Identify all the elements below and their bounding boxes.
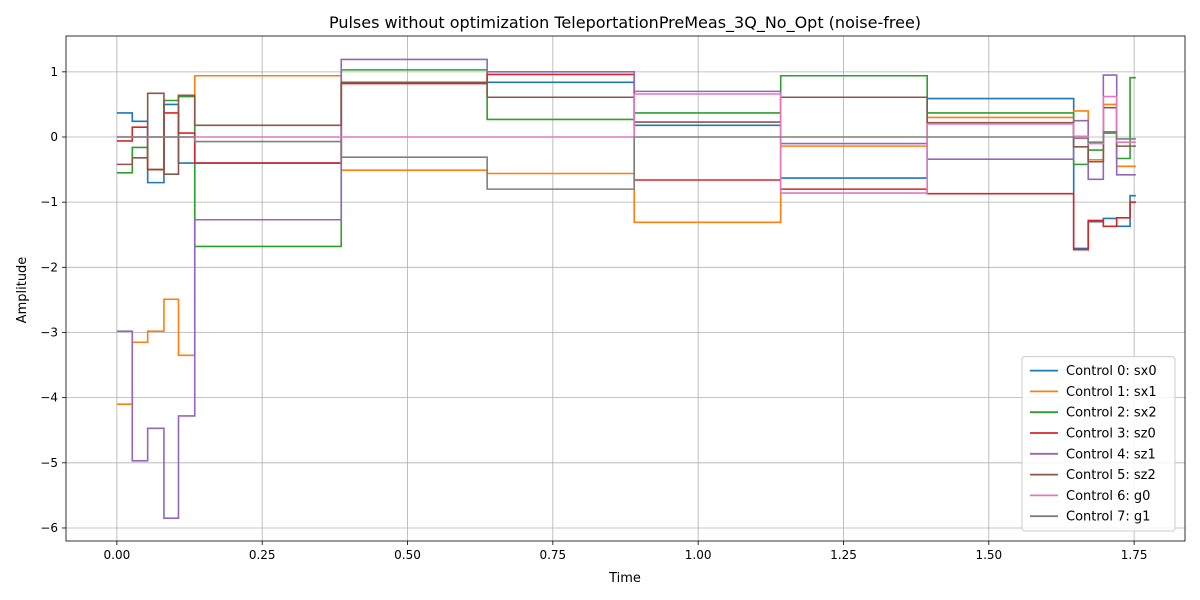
legend-entry: Control 3: sz0: [1066, 427, 1156, 442]
y-tick-label: −6: [40, 521, 58, 535]
legend: Control 0: sx0 Control 1: sx1 Control 2: s…: [1021, 356, 1176, 532]
legend-entry: Control 1: sx1: [1066, 385, 1157, 400]
x-tick-label: 1.00: [685, 548, 712, 562]
legend-entry: Control 0: sx0: [1066, 364, 1157, 379]
x-axis-label: Time: [608, 571, 641, 586]
y-tick-label: −5: [40, 456, 58, 470]
x-tick-label: 1.50: [975, 548, 1002, 562]
grid-layer: [66, 36, 1185, 541]
axes-layer: 0.00 0.25 0.50 0.75 1.00 1.25 1.50 1.75 1 0 −1 −2 −3…: [40, 35, 1186, 562]
x-tick-label: 0.50: [394, 548, 421, 562]
y-tick-label: −4: [40, 391, 58, 405]
y-tick-label: 1: [50, 65, 58, 79]
x-tick-label: 0.00: [104, 548, 131, 562]
x-tick-label: 1.75: [1121, 548, 1148, 562]
series-layer: [116, 58, 1136, 519]
series-line-0: [116, 81, 1136, 250]
y-tick-label: −1: [40, 195, 58, 209]
x-tick-label: 0.25: [249, 548, 276, 562]
legend-entry: Control 6: g0: [1066, 489, 1150, 504]
series-line-7: [116, 130, 1136, 190]
y-tick-label: −3: [40, 325, 58, 339]
y-axis-label: Amplitude: [15, 257, 30, 324]
legend-entry: Control 5: sz2: [1066, 468, 1156, 483]
series-line-3: [116, 73, 1136, 251]
y-tick-label: 0: [50, 130, 58, 144]
series-line-4: [116, 58, 1136, 519]
legend-entry: Control 7: g1: [1066, 510, 1150, 525]
series-line-5: [116, 81, 1136, 175]
chart-title: Pulses without optimization Teleportatio…: [329, 13, 921, 33]
x-tick-label: 1.25: [830, 548, 857, 562]
legend-box: [1021, 356, 1176, 532]
plot-frame: [65, 35, 1186, 542]
series-line-6: [116, 93, 1136, 194]
legend-entry: Control 4: sz1: [1066, 447, 1156, 462]
x-tick-label: 0.75: [539, 548, 566, 562]
y-tick-label: −2: [40, 260, 58, 274]
legend-entry: Control 2: sx2: [1066, 406, 1157, 421]
